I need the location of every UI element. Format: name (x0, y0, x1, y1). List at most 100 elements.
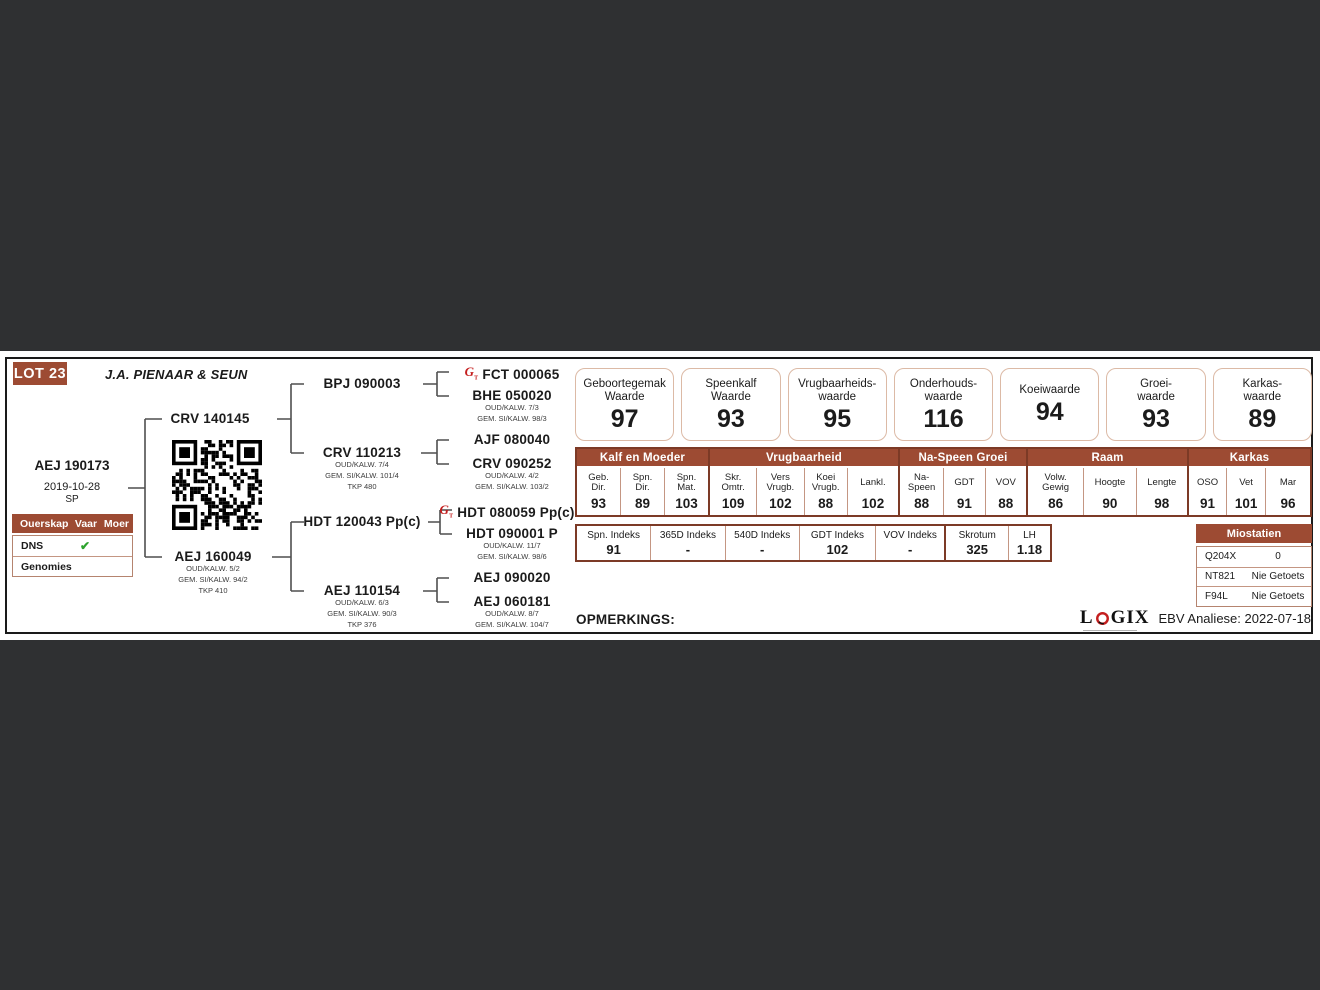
ebv-label: waarde (1137, 391, 1175, 403)
animal-stat: GEM. SI/KALW. 90/3 (327, 608, 397, 618)
trait-group-raam: Raam Volw. Gewig 86 Hoogte 90 Lengte 98 (1026, 449, 1187, 515)
gene-result: 0 (1275, 551, 1281, 563)
pedigree-entry: AJF 080040 (442, 433, 582, 447)
animal-stat: OUD/KALW. 7/4 (335, 460, 389, 469)
animal-stat: GEM. SI/KALW. 101/4 (325, 470, 399, 480)
ebv-box-koeiwaarde: Koeiwaarde 94 (1000, 368, 1100, 441)
trait-col: Vet 101 (1226, 468, 1265, 515)
trait-group-kalf-en-moeder: Kalf en Moeder Geb. Dir. 93 Spn. Dir. 89 S… (577, 449, 708, 515)
qr-code (172, 440, 262, 530)
pedigree-lines (128, 371, 452, 603)
trait-col: Geb. Dir. 93 (588, 471, 609, 511)
pedigree-entry: AEJ 110154 OUD/KALW. 6/3 GEM. SI/KALW. 9… (292, 584, 432, 630)
pedigree-entry: GT HDT 080059 Pp(c) (437, 503, 577, 524)
trait-col: GDT 91 (943, 468, 984, 515)
trait-col: Koei Vrugb. 88 (803, 468, 847, 515)
trait-group-header: Raam (1028, 449, 1187, 468)
trait-col: Vers Vrugb. 102 (756, 468, 803, 515)
subject-animal: AEJ 190173 2019-10-28 SP (14, 458, 130, 505)
animal-name: AEJ 110154 (323, 583, 401, 598)
ebv-box-speenkalf: Speenkalf Waarde 93 (681, 368, 781, 441)
animal-name: HDT 090001 P (466, 526, 558, 541)
animal-id: AEJ 190173 (34, 458, 110, 473)
animal-name: CRV 110213 (322, 445, 402, 460)
trait-table: Kalf en Moeder Geb. Dir. 93 Spn. Dir. 89 S… (575, 447, 1312, 517)
remarks-label: OPMERKINGS: (576, 612, 675, 627)
animal-stat: GEM. SI/KALW. 94/2 (178, 574, 248, 584)
animal-stat: OUD/KALW. 11/7 (483, 541, 541, 550)
ebv-value: 116 (923, 404, 964, 433)
ebv-value: 93 (1142, 404, 1170, 433)
ebv-value: 93 (717, 404, 745, 433)
ebv-label: waarde (1243, 391, 1282, 403)
trait-col: Hoogte 90 (1083, 468, 1135, 515)
animal-name: AJF 080040 (473, 432, 551, 447)
ebv-box-karkas: Karkas- waarde 89 (1212, 368, 1312, 441)
animal-stat: OUD/KALW. 5/2 (186, 564, 240, 573)
trait-col: Spn. Dir. 89 (620, 468, 664, 515)
pedigree-entry: HDT 120043 Pp(c) (292, 515, 432, 529)
ebv-label: Koeiwaarde (1019, 384, 1081, 397)
ebv-label: Speenkalf (705, 377, 757, 390)
parentage-row-label: DNS (21, 540, 44, 552)
check-icon: ✔ (79, 539, 91, 553)
trait-group-header: Kalf en Moeder (577, 449, 708, 468)
table-row: Genomies (13, 556, 132, 576)
ebv-value: 89 (1248, 404, 1277, 433)
miostatien-table: Q204X 0 NT821 Nie Getoets F94L Nie Getoe… (1196, 546, 1312, 607)
trait-col: Lankl. 102 (846, 468, 898, 515)
animal-stat: GEM. SI/KALW. 104/7 (475, 619, 549, 629)
pedigree-entry: BHE 050020 OUD/KALW. 7/3 GEM. SI/KALW. 9… (442, 389, 582, 425)
ebv-label: Waarde (604, 391, 645, 403)
logix-o-icon (1095, 611, 1109, 625)
index-cell: Skrotum 325 (944, 526, 1008, 560)
animal-stat: TKP 376 (347, 619, 377, 629)
table-row: NT821 Nie Getoets (1197, 566, 1311, 587)
index-cell: VOV Indeks - (875, 526, 944, 560)
ebv-label: Karkas- (1242, 377, 1283, 390)
breeder-name: J.A. PIENAAR & SEUN (105, 367, 248, 382)
trait-col: Mar 96 (1265, 468, 1310, 515)
animal-name: BHE 050020 (472, 388, 552, 403)
ebv-box-vrugbaarheid: Vrugbaarheids- waarde 95 (787, 368, 887, 441)
page-border (5, 357, 1313, 634)
ebv-box-groei: Groei- waarde 93 (1106, 368, 1206, 441)
animal-name: HDT 080059 Pp(c) (457, 505, 575, 521)
animal-stat: GEM. SI/KALW. 103/2 (475, 481, 549, 491)
index-cell: LH 1.18 (1007, 526, 1050, 560)
miostatien-header: Miostatien (1196, 524, 1312, 543)
pedigree-entry-dam: AEJ 160049 OUD/KALW. 5/2 GEM. SI/KALW. 9… (153, 550, 273, 596)
trait-group-header: Karkas (1189, 449, 1310, 468)
logix-logo: L GIX (1080, 607, 1150, 631)
ebv-label: Groei- (1140, 377, 1173, 390)
parentage-col-vaar: Vaar (74, 517, 98, 530)
animal-stat: OUD/KALW. 6/3 (335, 598, 389, 607)
animal-stat: GEM. SI/KALW. 98/3 (477, 413, 547, 423)
index-cell: 540D Indeks - (724, 526, 799, 560)
ebv-box-onderhoud: Onderhouds- waarde 116 (893, 368, 994, 441)
pedigree-entry-sire: CRV 140145 (150, 412, 270, 426)
animal-stat: TKP 480 (347, 481, 377, 491)
trait-group-karkas: Karkas OSO 91 Vet 101 Mar 96 (1187, 449, 1310, 515)
index-table: Spn. Indeks 91 365D Indeks - 540D Indeks - … (575, 524, 1052, 562)
pedigree-entry: CRV 110213 OUD/KALW. 7/4 GEM. SI/KALW. 1… (292, 446, 432, 492)
trait-group-header: Vrugbaarheid (710, 449, 898, 468)
animal-name: AEJ 160049 (174, 549, 252, 564)
parentage-header: Ouerskap Vaar Moer (12, 514, 133, 533)
birth-date: 2019-10-28 (43, 481, 101, 493)
table-row: DNS ✔ (13, 536, 132, 556)
table-row: F94L Nie Getoets (1197, 586, 1311, 606)
trait-group-na-speen-groei: Na-Speen Groei Na- Speen 88 GDT 91 VOV 88 (898, 449, 1026, 515)
index-cell: 365D Indeks - (650, 526, 724, 560)
trait-group-vrugbaarheid: Vrugbaarheid Skr. Omtr. 109 Vers Vrugb. 10… (708, 449, 898, 515)
animal-name: CRV 140145 (170, 411, 250, 426)
parentage-row-label: Genomies (21, 560, 72, 573)
trait-col: Skr. Omtr. 109 (721, 471, 745, 511)
parentage-table: DNS ✔ Genomies (12, 535, 133, 577)
animal-name: BPJ 090003 (323, 376, 401, 391)
ebv-box-geboortegemak: Geboortegemak Waarde 97 (575, 368, 675, 441)
gene-label: Q204X (1205, 551, 1237, 563)
gene-result: Nie Getoets (1251, 571, 1305, 583)
ebv-value: 94 (1035, 397, 1064, 426)
footer-right: L GIX EBV Analiese: 2022-07-18 (1080, 607, 1311, 631)
